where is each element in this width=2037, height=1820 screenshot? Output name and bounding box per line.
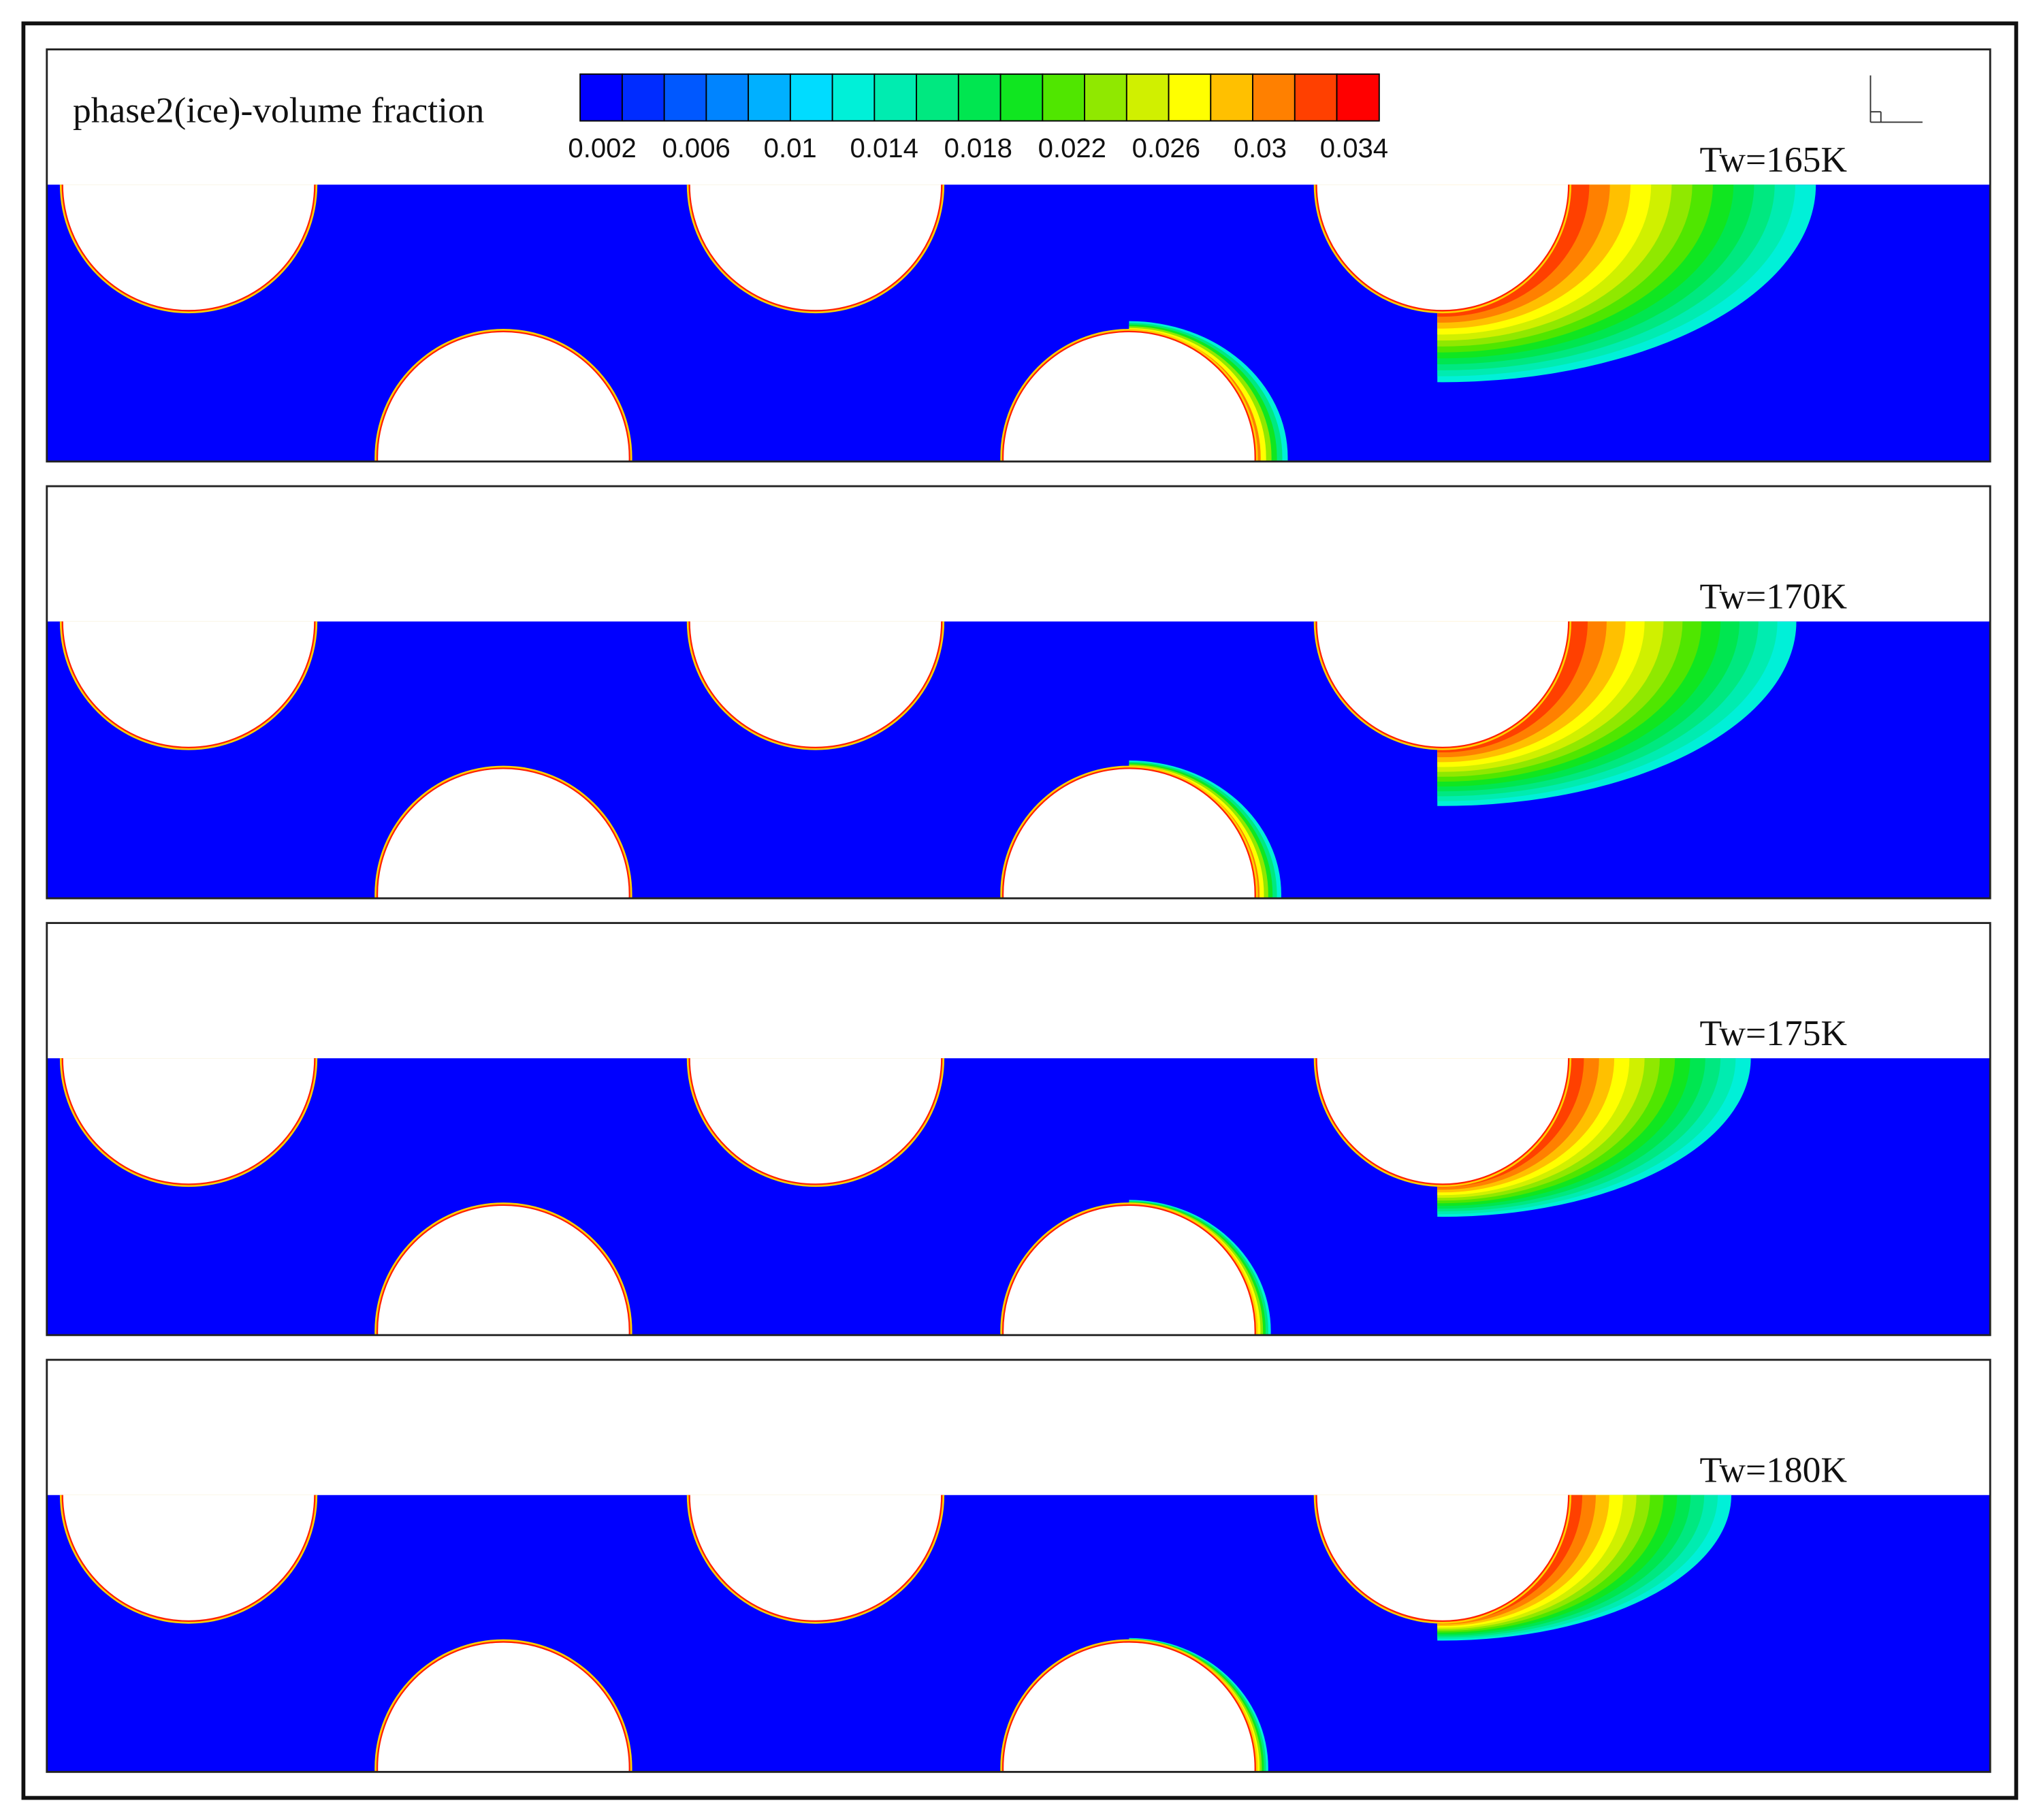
colorbar-tick-label: 0.01 — [764, 133, 817, 163]
outer-border — [21, 21, 2019, 1800]
colorbar-cell — [1252, 73, 1296, 122]
colorbar-cell — [957, 73, 1002, 122]
field — [46, 1058, 1991, 1335]
cylinder — [376, 1204, 630, 1335]
colorbar-tick-label: 0.022 — [1038, 133, 1106, 163]
panel: Tw=165K — [46, 48, 1991, 463]
cylinder — [1001, 767, 1256, 899]
colorbar-cell — [873, 73, 918, 122]
cylinder — [1001, 330, 1256, 462]
colorbar-cell — [1210, 73, 1254, 122]
colorbar-cell — [831, 73, 876, 122]
cylinder — [1001, 1641, 1256, 1772]
colorbar-cell — [748, 73, 792, 122]
panel-border — [46, 922, 1991, 1337]
panels: Tw=165K Tw=170K Tw=175K Tw=180K — [46, 48, 1991, 1773]
colorbar-cell — [916, 73, 960, 122]
cylinder — [61, 1495, 316, 1622]
cylinder — [1315, 621, 1570, 748]
cylinder — [688, 621, 943, 748]
axis-triad — [1870, 75, 1923, 123]
colorbar-cell — [621, 73, 666, 122]
cylinder — [61, 185, 316, 312]
colorbar-cell — [1084, 73, 1128, 122]
colorbar-cell — [1336, 73, 1380, 122]
legend-title: phase2(ice)-volume fraction — [73, 89, 484, 130]
panel: Tw=180K — [46, 1358, 1991, 1773]
panel-label: Tw=170K — [1699, 576, 1847, 617]
colorbar-tick-label: 0.026 — [1132, 133, 1200, 163]
cylinder — [1315, 1058, 1570, 1185]
cylinder — [376, 330, 630, 462]
cylinder — [1001, 1204, 1256, 1335]
cylinder — [376, 1641, 630, 1772]
panel: Tw=170K — [46, 485, 1991, 899]
panel-border — [46, 485, 1991, 899]
colorbar-tick-label: 0.03 — [1234, 133, 1287, 163]
colorbar-cell — [1125, 73, 1170, 122]
field — [46, 185, 1991, 462]
cylinder — [1315, 1495, 1570, 1622]
cylinder — [376, 767, 630, 899]
colorbar: 0.002 0.006 0.01 0.014 0.018 0.022 0.026 0.03 0.… — [568, 73, 1388, 163]
cylinder — [61, 621, 316, 748]
colorbar-cell — [1294, 73, 1338, 122]
colorbar-tick-label: 0.018 — [944, 133, 1012, 163]
field — [46, 1495, 1991, 1772]
colorbar-cell — [663, 73, 707, 122]
colorbar-tick-label: 0.014 — [850, 133, 918, 163]
panel-label: Tw=165K — [1699, 139, 1847, 180]
panel-border — [46, 1358, 1991, 1773]
panel-label: Tw=175K — [1699, 1012, 1847, 1053]
panel-border — [46, 48, 1991, 463]
cylinder — [688, 1495, 943, 1622]
colorbar-tick-label: 0.002 — [568, 133, 636, 163]
field — [46, 621, 1991, 899]
panel: Tw=175K — [46, 922, 1991, 1337]
colorbar-cell — [579, 73, 624, 122]
cylinder — [1315, 185, 1570, 312]
colorbar-cell — [705, 73, 750, 122]
colorbar-tick-label: 0.006 — [662, 133, 730, 163]
colorbar-cell — [1168, 73, 1212, 122]
cylinder — [688, 1058, 943, 1185]
colorbar-tick-label: 0.034 — [1320, 133, 1388, 163]
panel-label: Tw=180K — [1699, 1450, 1847, 1490]
cylinder — [688, 185, 943, 312]
cylinder — [61, 1058, 316, 1185]
colorbar-cell — [789, 73, 834, 122]
colorbar-cell — [1042, 73, 1086, 122]
colorbar-cell — [999, 73, 1044, 122]
